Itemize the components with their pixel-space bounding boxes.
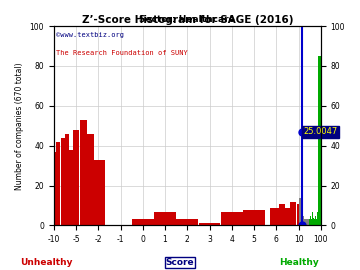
Bar: [65, 134, 69, 225]
Bar: [297, 204, 300, 225]
Title: Z’-Score Histogram for SAGE (2016): Z’-Score Histogram for SAGE (2016): [81, 15, 293, 25]
Text: Score: Score: [166, 258, 194, 267]
Text: The Research Foundation of SUNY: The Research Foundation of SUNY: [57, 50, 188, 56]
Y-axis label: Number of companies (670 total): Number of companies (670 total): [15, 62, 24, 190]
Text: Sector: Healthcare: Sector: Healthcare: [139, 15, 235, 24]
Bar: [73, 130, 79, 225]
Bar: [270, 208, 283, 225]
Text: 25.0047: 25.0047: [303, 127, 338, 136]
Bar: [285, 208, 290, 225]
Bar: [69, 150, 74, 225]
Bar: [91, 160, 105, 225]
Text: Healthy: Healthy: [279, 258, 319, 267]
Bar: [60, 138, 65, 225]
Bar: [243, 210, 265, 225]
Bar: [80, 120, 87, 225]
Bar: [199, 224, 220, 225]
Bar: [132, 220, 154, 225]
Bar: [290, 201, 296, 225]
Bar: [56, 142, 60, 225]
Bar: [221, 211, 243, 225]
Text: ©www.textbiz.org: ©www.textbiz.org: [57, 32, 125, 38]
Bar: [154, 211, 176, 225]
Bar: [87, 134, 94, 225]
Bar: [279, 204, 284, 225]
Bar: [51, 152, 56, 225]
Bar: [176, 220, 198, 225]
Text: Unhealthy: Unhealthy: [21, 258, 73, 267]
